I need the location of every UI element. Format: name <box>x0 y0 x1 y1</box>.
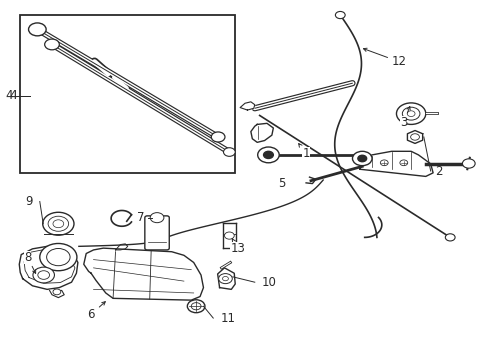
Circle shape <box>411 134 419 140</box>
Circle shape <box>402 107 420 120</box>
Circle shape <box>33 267 54 283</box>
Text: 8: 8 <box>24 251 31 264</box>
Text: 10: 10 <box>262 276 277 289</box>
Text: 4: 4 <box>9 89 17 102</box>
Circle shape <box>38 271 49 279</box>
Text: 13: 13 <box>230 242 245 255</box>
Circle shape <box>187 300 205 313</box>
Text: 7: 7 <box>137 211 145 224</box>
Text: 1: 1 <box>302 147 310 159</box>
Polygon shape <box>49 291 64 298</box>
Text: 4: 4 <box>5 89 13 102</box>
Circle shape <box>40 243 77 271</box>
Circle shape <box>28 23 46 36</box>
Circle shape <box>222 276 228 281</box>
Circle shape <box>396 103 426 125</box>
Text: 6: 6 <box>87 308 95 321</box>
Circle shape <box>191 303 201 310</box>
Bar <box>20 15 235 173</box>
Polygon shape <box>218 268 235 289</box>
Circle shape <box>224 232 234 239</box>
Circle shape <box>43 212 74 235</box>
Text: 5: 5 <box>278 177 285 190</box>
Polygon shape <box>360 151 433 176</box>
Circle shape <box>211 132 225 142</box>
Text: 11: 11 <box>220 311 236 325</box>
Circle shape <box>47 248 70 266</box>
Polygon shape <box>407 131 423 143</box>
Circle shape <box>48 216 69 231</box>
Text: 9: 9 <box>25 195 32 208</box>
Circle shape <box>380 160 388 166</box>
Polygon shape <box>84 248 203 300</box>
Polygon shape <box>251 123 273 142</box>
Polygon shape <box>19 246 78 289</box>
Text: 12: 12 <box>392 55 406 68</box>
Circle shape <box>223 148 235 156</box>
Text: 3: 3 <box>400 116 408 129</box>
Polygon shape <box>240 102 255 110</box>
Text: 2: 2 <box>436 165 443 177</box>
Circle shape <box>445 234 455 241</box>
Polygon shape <box>306 177 316 184</box>
Circle shape <box>358 155 367 162</box>
Circle shape <box>335 12 345 19</box>
Circle shape <box>53 289 61 295</box>
Circle shape <box>219 274 232 284</box>
Circle shape <box>407 111 415 117</box>
Circle shape <box>150 213 164 223</box>
Circle shape <box>258 147 279 163</box>
Circle shape <box>400 160 408 166</box>
Circle shape <box>463 159 475 168</box>
Circle shape <box>45 39 59 50</box>
Circle shape <box>264 151 273 158</box>
Circle shape <box>352 151 372 166</box>
Circle shape <box>53 220 64 228</box>
FancyBboxPatch shape <box>145 216 169 250</box>
